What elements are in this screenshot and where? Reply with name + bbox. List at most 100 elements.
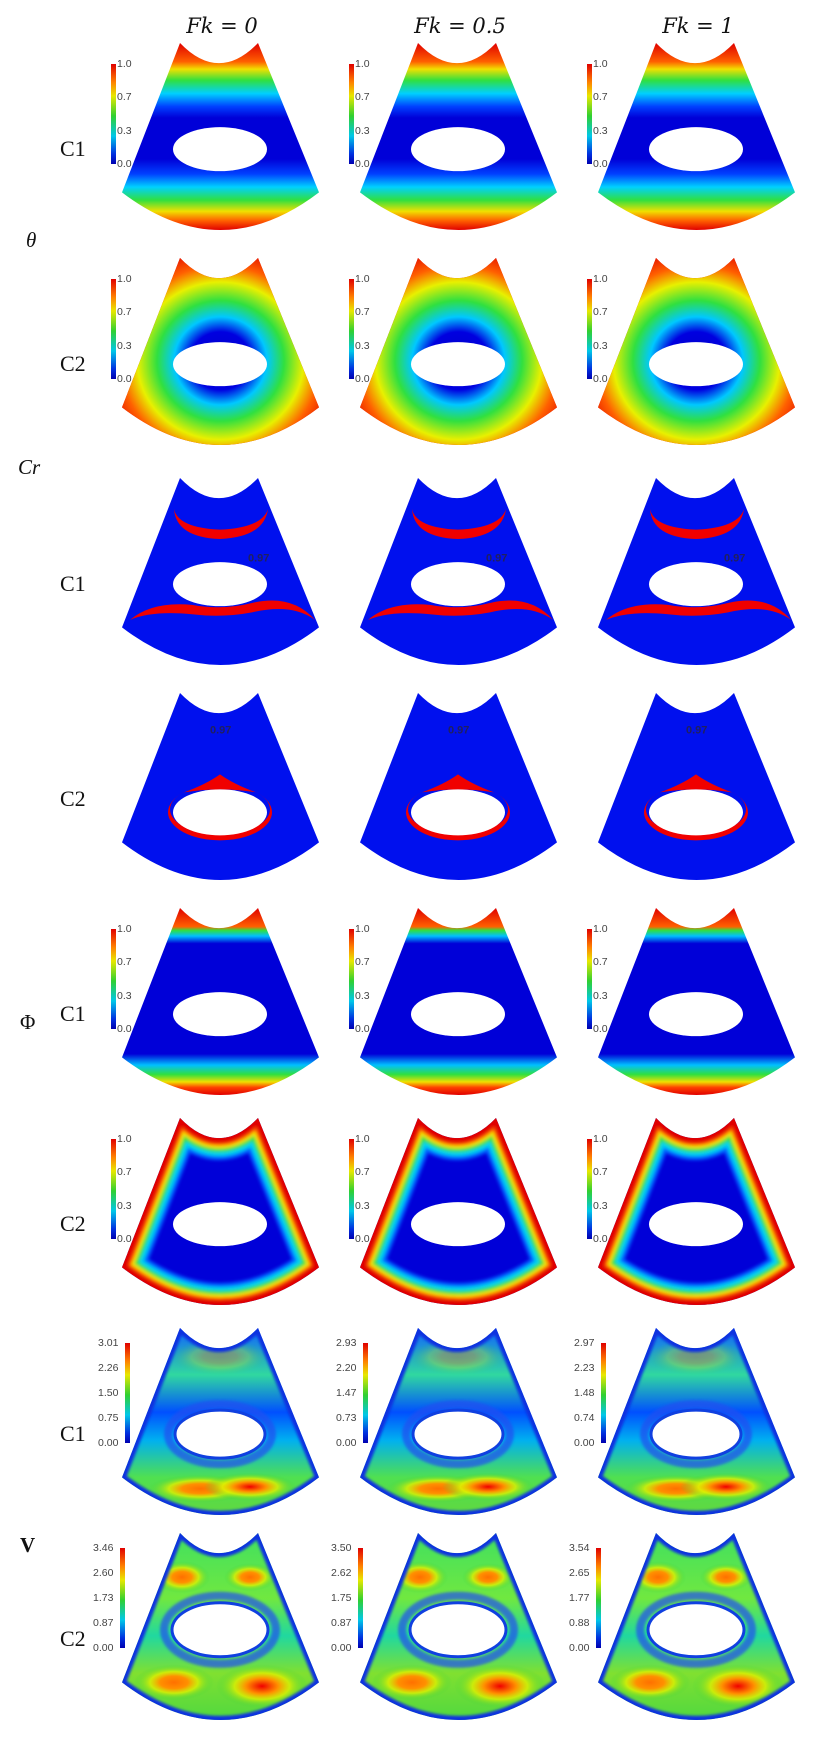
colorbar-tick-label: 0.75 bbox=[98, 1412, 119, 1424]
colorbar bbox=[111, 279, 116, 379]
colorbar bbox=[587, 64, 592, 164]
contour-plot-v-c1 bbox=[360, 1328, 557, 1515]
row-label: C1 bbox=[60, 571, 86, 596]
colorbar-tick-label: 0.7 bbox=[593, 91, 608, 104]
colorbar-tick-label: 0.3 bbox=[355, 989, 370, 1002]
colorbar bbox=[120, 1548, 125, 1648]
colorbar-tick-label: 2.23 bbox=[574, 1362, 595, 1374]
colorbar-tick-label: 1.0 bbox=[593, 1133, 608, 1145]
colorbar-tick-label: 0.00 bbox=[331, 1642, 352, 1654]
red-cap-top bbox=[422, 774, 494, 793]
hot-spot bbox=[692, 1664, 784, 1709]
hot-spot bbox=[462, 1563, 514, 1592]
inner-hole bbox=[649, 1202, 743, 1247]
column-header: Fk = 0 bbox=[186, 14, 258, 38]
colorbar-tick-label: 0.7 bbox=[117, 1166, 132, 1179]
row-label: C2 bbox=[60, 351, 86, 376]
contour-plot-phi-c2 bbox=[598, 1118, 795, 1305]
contour-plot-theta-c1 bbox=[122, 43, 319, 230]
colorbar-tick-label: 0.0 bbox=[117, 158, 132, 170]
hot-spot bbox=[204, 1472, 296, 1501]
colorbar-tick-label: 0.3 bbox=[117, 1199, 132, 1212]
contour-value-label: 0.97 bbox=[486, 553, 507, 565]
contour-plot-phi-c1 bbox=[122, 908, 319, 1095]
colorbar-tick-label: 0.88 bbox=[569, 1617, 590, 1629]
colorbar bbox=[587, 1139, 592, 1239]
colorbar-tick-label: 2.26 bbox=[98, 1362, 119, 1374]
colorbar-tick-label: 0.3 bbox=[593, 989, 608, 1002]
colorbar-tick-label: 0.7 bbox=[117, 306, 132, 319]
colorbar-tick-label: 0.7 bbox=[593, 1166, 608, 1179]
colorbar-tick-label: 0.3 bbox=[117, 124, 132, 137]
inner-hole bbox=[649, 992, 743, 1037]
colorbar-tick-label: 0.00 bbox=[93, 1642, 114, 1654]
colorbar-tick-label: 0.0 bbox=[117, 373, 132, 385]
colorbar-tick-label: 0.0 bbox=[355, 1233, 370, 1245]
colorbar-tick-label: 0.7 bbox=[593, 306, 608, 319]
hot-spot bbox=[680, 1472, 772, 1501]
colorbar-tick-label: 0.73 bbox=[336, 1412, 357, 1424]
colorbar-tick-label: 2.93 bbox=[336, 1337, 357, 1349]
colorbar-tick-label: 0.3 bbox=[593, 1199, 608, 1212]
inner-hole bbox=[649, 1408, 743, 1460]
red-band-top bbox=[174, 508, 268, 540]
colorbar-tick-label: 0.7 bbox=[117, 91, 132, 104]
colorbar-tick-label: 0.00 bbox=[574, 1437, 595, 1449]
red-band-bottom bbox=[606, 600, 791, 620]
colorbar-tick-label: 0.0 bbox=[117, 1233, 132, 1245]
row-group-label: Cr bbox=[18, 455, 41, 479]
colorbar-tick-label: 0.00 bbox=[336, 1437, 357, 1449]
colorbar-tick-label: 1.0 bbox=[355, 58, 370, 70]
inner-hole bbox=[411, 342, 505, 387]
hot-spot bbox=[610, 1664, 690, 1701]
hole-halo bbox=[636, 1591, 756, 1668]
colorbar-tick-label: 2.97 bbox=[574, 1337, 595, 1349]
colorbar bbox=[587, 929, 592, 1029]
contour-value-label: 0.97 bbox=[210, 724, 231, 736]
colorbar bbox=[349, 929, 354, 1029]
colorbar-tick-label: 1.47 bbox=[336, 1387, 357, 1399]
colorbar bbox=[349, 64, 354, 164]
inner-hole bbox=[649, 127, 743, 172]
contour-plot-phi-c1 bbox=[360, 908, 557, 1095]
colorbar bbox=[587, 279, 592, 379]
hot-spot bbox=[224, 1563, 276, 1592]
hole-halo bbox=[398, 1591, 518, 1668]
red-cap-top bbox=[660, 774, 732, 793]
inner-hole bbox=[411, 1408, 505, 1460]
contour-plot-theta-c2 bbox=[360, 258, 557, 445]
contour-value-label: 0.97 bbox=[724, 553, 745, 565]
contour-plot-v-c2 bbox=[360, 1533, 557, 1720]
colorbar-tick-label: 0.0 bbox=[355, 373, 370, 385]
contour-plot-phi-c2 bbox=[360, 1118, 557, 1305]
colorbar-tick-label: 0.3 bbox=[117, 989, 132, 1002]
colorbar bbox=[125, 1343, 130, 1443]
contour-plot-v-c1 bbox=[122, 1328, 319, 1515]
colorbar-tick-label: 0.3 bbox=[593, 124, 608, 137]
colorbar-tick-label: 1.0 bbox=[117, 1133, 132, 1145]
colorbar-tick-label: 0.7 bbox=[355, 956, 370, 969]
contour-plot-v-c2 bbox=[598, 1533, 795, 1720]
column-header: Fk = 1 bbox=[662, 14, 734, 38]
inner-hole bbox=[646, 1601, 746, 1659]
contour-plot-cr-c1: 0.97 bbox=[598, 478, 795, 665]
contour-plot-theta-c1 bbox=[598, 43, 795, 230]
colorbar-tick-label: 3.50 bbox=[331, 1542, 352, 1554]
contour-plot-cr-c1: 0.97 bbox=[360, 478, 557, 665]
colorbar-tick-label: 1.75 bbox=[331, 1592, 352, 1604]
inner-hole bbox=[173, 789, 267, 836]
colorbar-tick-label: 3.01 bbox=[98, 1337, 119, 1349]
colorbar-tick-label: 3.46 bbox=[93, 1542, 114, 1554]
red-cap-top bbox=[184, 774, 256, 793]
colorbar-tick-label: 0.3 bbox=[355, 339, 370, 352]
row-label: C2 bbox=[60, 1211, 86, 1236]
colorbar-tick-label: 0.0 bbox=[593, 373, 608, 385]
colorbar bbox=[349, 1139, 354, 1239]
colorbar-tick-label: 0.0 bbox=[593, 1023, 608, 1035]
colorbar-tick-label: 0.7 bbox=[117, 956, 132, 969]
contour-value-label: 0.97 bbox=[448, 724, 469, 736]
row-label: C1 bbox=[60, 1421, 86, 1446]
colorbar-tick-label: 0.0 bbox=[355, 1023, 370, 1035]
red-band-top bbox=[650, 508, 744, 540]
